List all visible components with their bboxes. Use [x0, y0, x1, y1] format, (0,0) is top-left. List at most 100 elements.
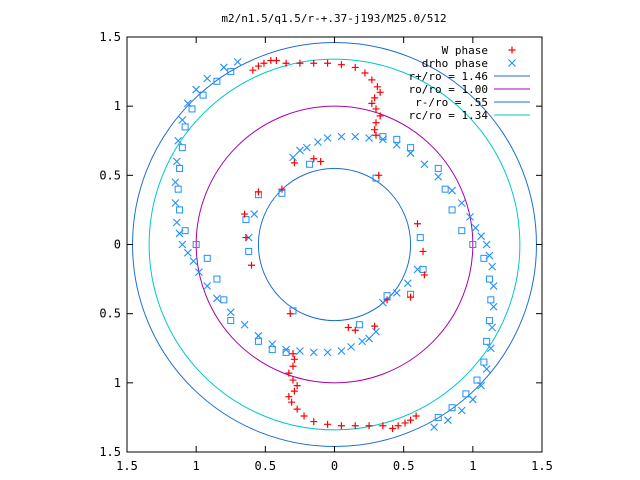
data-point-s1-57 [183, 99, 192, 108]
data-point-s0-9 [337, 61, 345, 69]
data-point-s0-4 [272, 57, 280, 65]
data-point-s1-11 [420, 160, 429, 169]
data-point-s0-16 [368, 99, 376, 107]
data-point-s0-51 [248, 261, 255, 269]
data-point-s2-5 [178, 144, 186, 152]
data-point-s2-31 [441, 185, 449, 193]
data-point-s0-6 [296, 59, 304, 67]
data-point-s0-59 [419, 247, 427, 255]
data-point-s1-2 [302, 143, 311, 152]
data-point-s0-52 [286, 310, 294, 318]
data-point-s1-7 [365, 134, 373, 142]
data-point-s2-12 [213, 275, 221, 283]
data-point-s0-26 [389, 424, 397, 432]
data-point-s2-44 [419, 265, 427, 273]
data-point-s2-13 [220, 296, 228, 304]
x-tick-label-3: 0 [331, 459, 338, 473]
data-point-s1-61 [233, 58, 242, 66]
data-point-s1-19 [485, 251, 494, 260]
data-point-s0-39 [289, 376, 297, 384]
y-tick-label-6: 1.5 [99, 445, 121, 459]
data-point-s2-3 [188, 105, 196, 113]
data-point-s0-7 [310, 59, 318, 67]
y-tick-label-1: 1 [114, 99, 121, 113]
data-point-s1-5 [337, 132, 346, 141]
data-point-s2-40 [245, 247, 253, 255]
data-point-s1-63 [392, 289, 401, 297]
data-point-s0-56 [383, 296, 391, 304]
data-point-s1-66 [250, 210, 259, 218]
data-point-s1-49 [178, 240, 187, 249]
data-point-s1-58 [192, 85, 201, 94]
data-point-s0-34 [293, 405, 301, 413]
data-point-s0-44 [317, 158, 325, 165]
data-point-s2-7 [174, 185, 182, 193]
x-tick-label-1: 1 [193, 459, 200, 473]
data-point-s0-43 [289, 350, 297, 358]
data-point-s0-37 [290, 387, 298, 395]
data-point-s1-34 [347, 342, 355, 351]
data-point-s2-36 [306, 160, 314, 168]
data-point-s2-39 [242, 216, 250, 224]
data-point-s1-55 [174, 136, 183, 145]
data-point-s0-23 [407, 416, 415, 424]
y-tick-label-2: 0.5 [99, 168, 121, 182]
data-point-s2-6 [176, 164, 184, 172]
data-point-s2-19 [448, 404, 456, 412]
data-point-s0-5 [282, 59, 290, 67]
data-point-s0-41 [289, 362, 297, 370]
data-point-s1-0 [289, 153, 297, 162]
data-point-s0-31 [324, 420, 332, 428]
data-point-s0-60 [414, 220, 421, 228]
data-point-s1-4 [323, 134, 332, 142]
data-point-s1-6 [351, 132, 360, 141]
x-tick-label-4: 0.5 [393, 459, 415, 473]
data-point-s1-14 [457, 199, 466, 207]
data-point-s0-10 [351, 63, 359, 71]
data-point-s1-43 [226, 308, 235, 317]
data-point-s2-4 [181, 123, 189, 131]
data-point-s1-48 [183, 248, 192, 257]
data-point-s1-23 [488, 323, 497, 332]
data-point-s1-38 [296, 347, 304, 355]
x-tick-label-2: 0.5 [254, 459, 276, 473]
radius-circle-4 [195, 105, 474, 384]
data-point-s2-34 [393, 135, 401, 143]
data-point-s1-20 [488, 262, 497, 271]
data-point-s2-24 [485, 317, 493, 325]
data-point-s2-20 [462, 390, 470, 398]
data-point-s2-2 [199, 91, 207, 99]
data-point-s1-51 [172, 218, 181, 227]
data-point-s0-12 [368, 76, 376, 84]
data-point-s0-38 [293, 382, 301, 390]
data-point-s2-41 [355, 321, 363, 329]
data-point-s1-45 [203, 282, 212, 290]
x-tick-label-0: 1.5 [116, 459, 138, 473]
data-point-s1-42 [240, 320, 249, 329]
data-point-s0-50 [242, 234, 250, 242]
radius-circle-5 [257, 167, 412, 322]
data-point-s1-47 [189, 257, 198, 265]
data-point-s1-31 [372, 327, 380, 336]
data-point-s0-29 [351, 422, 359, 430]
data-point-s1-29 [444, 416, 452, 425]
data-point-s1-22 [489, 302, 498, 311]
data-point-s0-36 [285, 393, 293, 401]
data-point-s1-44 [213, 294, 221, 303]
legend-label-4: ro/ro = 1.00 [409, 83, 488, 96]
data-point-s2-22 [480, 358, 488, 366]
data-point-s2-29 [458, 227, 466, 235]
data-point-s1-8 [379, 135, 387, 144]
data-point-s1-9 [392, 141, 401, 149]
data-point-s1-17 [477, 232, 486, 241]
data-point-s2-28 [469, 241, 477, 248]
data-point-s2-8 [176, 206, 184, 214]
data-point-s0-25 [394, 422, 402, 430]
data-point-s0-17 [372, 105, 380, 113]
legend-label-6: rc/ro = 1.34 [409, 109, 489, 122]
y-tick-label-5: 1 [114, 376, 121, 390]
data-point-s1-40 [268, 340, 277, 348]
data-point-s0-20 [371, 126, 379, 134]
